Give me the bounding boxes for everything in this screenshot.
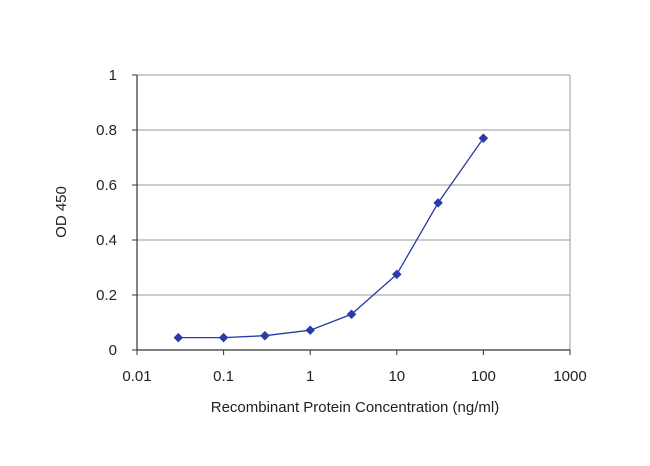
x-tick-label: 10 xyxy=(388,368,405,385)
x-tick-label: 1 xyxy=(306,368,314,385)
data-point-marker xyxy=(478,133,489,144)
x-tick-label: 1000 xyxy=(553,368,586,385)
data-point-marker xyxy=(218,332,229,343)
data-point-marker xyxy=(260,330,270,341)
data-point-marker xyxy=(433,198,443,208)
data-point-marker xyxy=(173,332,184,343)
y-tick-label: 0.8 xyxy=(96,122,117,139)
y-tick-label: 0 xyxy=(109,342,117,359)
y-tick-label: 0.2 xyxy=(96,287,117,304)
y-tick-label: 1 xyxy=(109,67,117,84)
x-tick-label: 0.1 xyxy=(213,368,234,385)
data-point-marker xyxy=(305,325,316,336)
data-point-marker xyxy=(346,309,357,320)
series-layer xyxy=(173,133,489,343)
y-tick-label: 0.6 xyxy=(96,177,117,194)
x-tick-label: 100 xyxy=(471,368,496,385)
tick-labels: 0 0.2 0.4 0.6 0.8 1 0.01 0.1 1 10 100 1000 xyxy=(96,67,587,385)
y-axis-title: OD 450 xyxy=(53,186,70,238)
grid xyxy=(137,74,570,296)
y-tick-label: 0.4 xyxy=(96,232,117,249)
x-axis-title: Recombinant Protein Concentration (ng/ml… xyxy=(211,399,499,416)
axes xyxy=(132,74,571,355)
data-point-marker xyxy=(391,269,402,280)
x-tick-label: 0.01 xyxy=(122,368,151,385)
series-line xyxy=(178,137,484,339)
